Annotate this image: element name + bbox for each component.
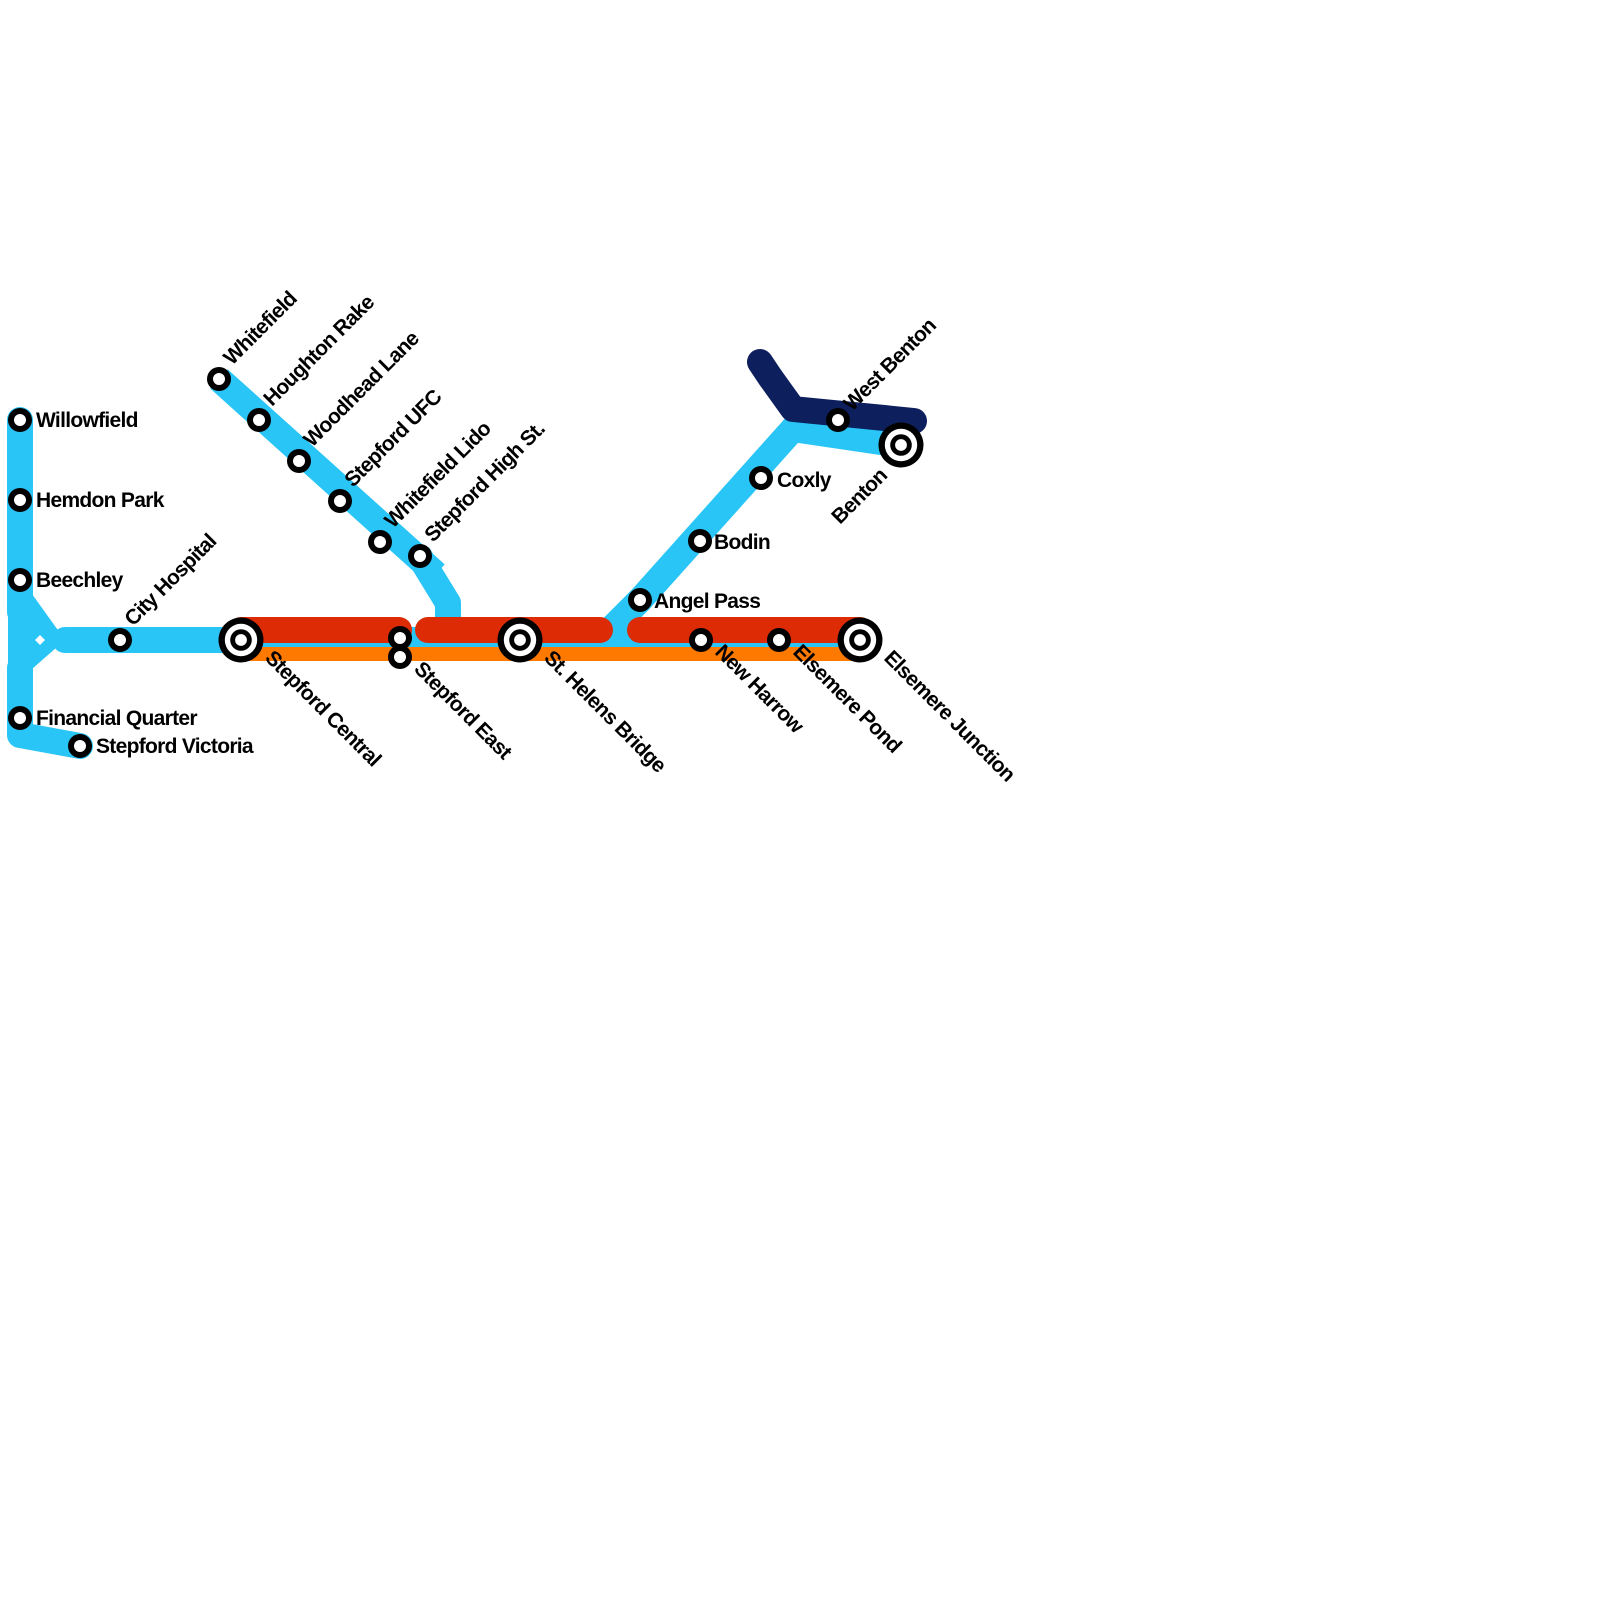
svg-text:Beechley: Beechley [36,569,124,592]
svg-text:Coxly: Coxly [777,469,832,492]
svg-text:Hemdon Park: Hemdon Park [36,489,165,512]
svg-text:Financial Quarter: Financial Quarter [36,707,197,730]
svg-text:Angel Pass: Angel Pass [654,590,760,613]
svg-text:Bodin: Bodin [714,531,770,554]
svg-text:Stepford Victoria: Stepford Victoria [96,735,254,758]
svg-text:Willowfield: Willowfield [36,409,138,432]
